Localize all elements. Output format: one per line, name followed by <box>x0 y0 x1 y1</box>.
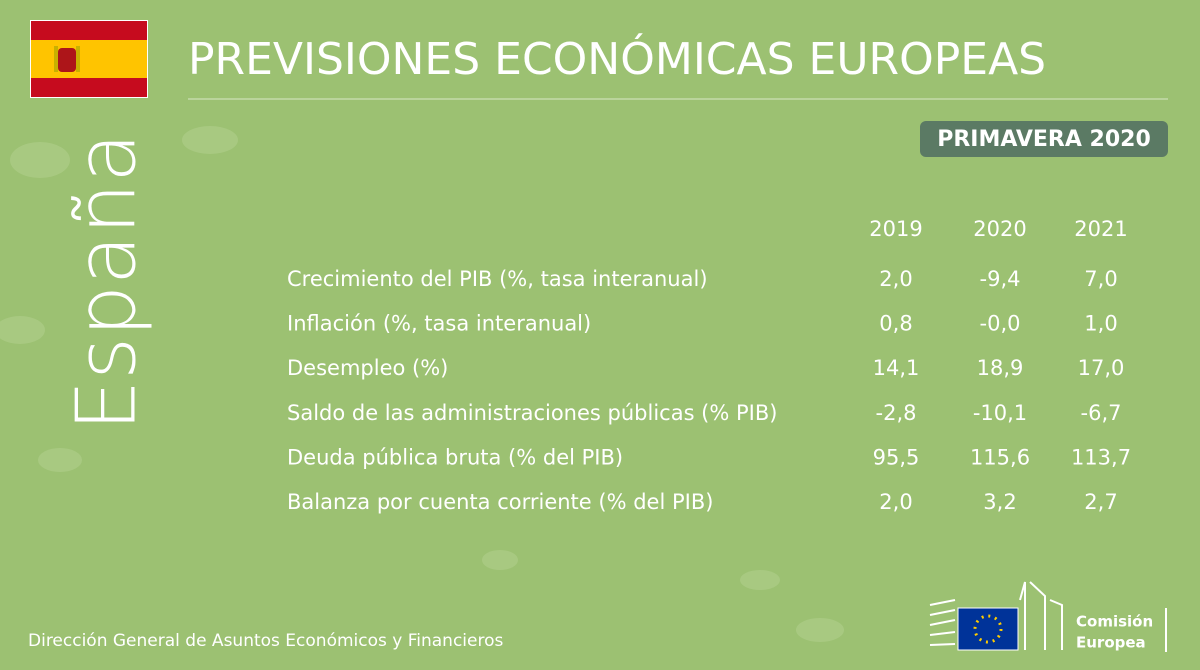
cell-value: 7,0 <box>1084 267 1117 291</box>
cell-value: 18,9 <box>977 356 1024 380</box>
cell-value: 2,0 <box>879 267 912 291</box>
cell-value: -6,7 <box>1081 401 1122 425</box>
logo-line: Europea <box>1076 634 1146 652</box>
decoration <box>0 126 844 642</box>
footer-text: Dirección General de Asuntos Económicos … <box>28 631 503 651</box>
cell-value: 115,6 <box>970 445 1030 469</box>
cell-value: 3,2 <box>983 490 1016 514</box>
cell-value: 17,0 <box>1078 356 1125 380</box>
row-label: Balanza por cuenta corriente (% del PIB) <box>287 490 713 514</box>
badge-box <box>920 121 1168 157</box>
cell-value: -9,4 <box>980 267 1021 291</box>
column-header: 2021 <box>1074 217 1127 241</box>
cell-value: 113,7 <box>1071 445 1131 469</box>
row-label: Deuda pública bruta (% del PIB) <box>287 445 623 469</box>
ec-logo: Comisión Europea <box>929 581 1167 652</box>
cell-value: 2,7 <box>1084 490 1117 514</box>
logo-line: Comisión <box>1076 613 1153 631</box>
cell-value: -10,1 <box>973 401 1027 425</box>
row-label: Crecimiento del PIB (%, tasa interanual) <box>287 267 708 291</box>
country: España <box>60 132 155 431</box>
cell-value: 2,0 <box>879 490 912 514</box>
cell-value: 14,1 <box>873 356 920 380</box>
cell-value: 0,8 <box>879 312 912 336</box>
title: PREVISIONES ECONÓMICAS EUROPEAS <box>188 32 1046 85</box>
cell-value: 95,5 <box>873 445 920 469</box>
row-label: Inflación (%, tasa interanual) <box>287 312 591 336</box>
cell-value: -2,8 <box>876 401 917 425</box>
forecast-table: 2019 2020 2021 Crecimiento del PIB (%, tasa… <box>287 217 1131 514</box>
column-header: 2020 <box>973 217 1026 241</box>
row-label: Desempleo (%) <box>287 356 448 380</box>
badge: PRIMAVERA 2020 <box>937 127 1151 152</box>
spain-flag <box>30 20 148 98</box>
cell-value: 1,0 <box>1084 312 1117 336</box>
cell-value: -0,0 <box>980 312 1021 336</box>
row-label: Saldo de las administraciones públicas (… <box>287 401 777 425</box>
column-header: 2019 <box>869 217 922 241</box>
